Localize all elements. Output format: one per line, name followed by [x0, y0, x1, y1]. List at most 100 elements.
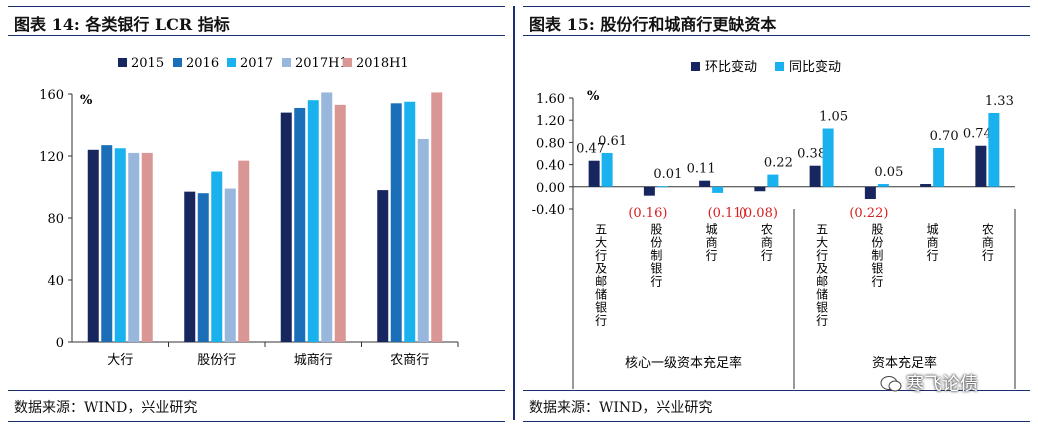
- bar: [280, 112, 292, 342]
- bar: [334, 104, 346, 342]
- bar: [822, 128, 834, 187]
- bar: [307, 100, 319, 342]
- bar: [184, 191, 196, 342]
- legend-label: 2015: [131, 56, 164, 71]
- bar: [767, 174, 779, 187]
- y-tick-label: 0: [56, 336, 64, 351]
- data-label: 0.38: [797, 147, 826, 162]
- y-tick-label: 120: [39, 150, 64, 165]
- legend-swatch: [343, 58, 352, 67]
- bar: [390, 103, 402, 342]
- bar: [933, 147, 945, 187]
- data-label: (0.22): [849, 206, 888, 221]
- data-label: (0.11): [708, 206, 747, 221]
- bar: [988, 112, 1000, 187]
- bar: [321, 92, 333, 342]
- capital-bar-chart: 环比变动 同比变动-0.400.000.400.801.201.60 %0.470.…: [532, 59, 1016, 389]
- chart-title-bar: 图表 15: 股份行和城商行更缺资本: [523, 6, 1030, 36]
- x-tick-label: 五大行及邮储银行: [815, 223, 829, 327]
- x-tick-label: 城商行: [925, 223, 939, 262]
- group-label: 资本充足率: [872, 355, 937, 371]
- data-label: 0.22: [764, 156, 793, 171]
- legend-label: 2017H1: [295, 56, 348, 71]
- bar: [114, 148, 126, 342]
- data-label: 1.05: [819, 110, 848, 125]
- x-tick-label: 农商行: [390, 353, 429, 368]
- bar: [920, 184, 932, 187]
- bar: [588, 160, 600, 187]
- legend-label: 2018H1: [356, 56, 409, 71]
- legend-swatch: [691, 62, 700, 71]
- bar: [877, 184, 889, 187]
- bar: [211, 171, 223, 342]
- y-tick-label: 80: [47, 212, 64, 227]
- legend-label: 2016: [186, 56, 219, 71]
- lcr-bar-chart: 2015 2016 2017 2017H1 2018H1 0 40 80 120 160 % 大行 股份…: [39, 56, 459, 368]
- data-label: 1.33: [985, 94, 1014, 109]
- bar: [864, 186, 876, 200]
- capital-chart-panel: 图表 15: 股份行和城商行更缺资本 环比变动 同比变动 -0.40 0.00 0.40…: [515, 0, 1038, 428]
- legend-swatch: [282, 58, 291, 67]
- y-tick-label: -0.40: [532, 203, 565, 218]
- legend-label: 2017: [240, 56, 273, 71]
- bar: [141, 152, 153, 342]
- y-unit-label: %: [80, 93, 93, 108]
- legend-label: 同比变动: [789, 59, 841, 75]
- x-tick-label: 五大行及邮储银行: [594, 223, 608, 327]
- y-tick-label: 0.40: [536, 159, 565, 174]
- bar: [656, 186, 668, 188]
- bar: [294, 107, 306, 342]
- x-tick-label: 城商行: [704, 223, 718, 262]
- data-label: 0.05: [874, 165, 903, 180]
- group-label: 核心一级资本充足率: [625, 355, 742, 371]
- bar: [101, 145, 113, 342]
- y-tick-label: 160: [39, 88, 64, 103]
- data-label: 0.70: [930, 129, 959, 144]
- bar: [712, 186, 724, 193]
- chart-title: 图表 15: 股份行和城商行更缺资本: [529, 15, 777, 34]
- legend-swatch: [227, 58, 236, 67]
- legend-swatch: [118, 58, 127, 67]
- source-bar: 数据来源：WIND，兴业研究: [523, 390, 1030, 422]
- y-tick-label: 0.00: [536, 181, 565, 196]
- watermark: 寒飞论债: [880, 370, 1030, 400]
- x-tick-label: 股份行: [197, 353, 236, 368]
- bar: [87, 149, 99, 342]
- data-label: 0.74: [963, 127, 992, 142]
- bar: [224, 188, 236, 342]
- bar: [601, 152, 613, 187]
- source-note: 数据来源：WIND，兴业研究: [529, 400, 713, 416]
- legend-swatch: [173, 58, 182, 67]
- data-label: 0.61: [598, 134, 627, 149]
- y-tick-label: 1.20: [536, 114, 565, 129]
- source-bar: 数据来源：WIND，兴业研究: [8, 390, 505, 422]
- bar: [754, 186, 766, 192]
- x-tick-label: 股份制银行: [649, 223, 663, 288]
- bar: [809, 165, 821, 187]
- bar: [197, 193, 209, 342]
- data-label: (0.08): [739, 206, 778, 221]
- chart-title-bar: 图表 14: 各类银行 LCR 指标: [8, 6, 505, 36]
- source-note: 数据来源：WIND，兴业研究: [14, 400, 198, 416]
- bar: [377, 190, 389, 342]
- wechat-icon: [880, 376, 902, 392]
- data-label: (0.16): [628, 206, 667, 221]
- data-label: 0.47: [576, 142, 605, 157]
- bar: [417, 138, 429, 342]
- bar: [643, 186, 655, 196]
- x-tick-label: 大行: [107, 353, 133, 368]
- bar: [431, 92, 443, 342]
- bar: [238, 160, 250, 342]
- bar: [128, 152, 140, 342]
- x-tick-label: 城商行: [294, 353, 333, 368]
- x-tick-label: 农商行: [759, 223, 773, 262]
- y-tick-label: 0.80: [536, 136, 565, 151]
- data-label: 0.11: [687, 162, 716, 177]
- legend-swatch: [775, 62, 784, 71]
- y-tick-label: 40: [47, 274, 64, 289]
- legend-label: 环比变动: [705, 59, 757, 75]
- data-label: 0.01: [653, 167, 682, 182]
- y-tick-label: 1.60: [536, 92, 565, 107]
- x-tick-label: 农商行: [980, 223, 994, 262]
- lcr-chart-panel: 图表 14: 各类银行 LCR 指标 2015 2016 2017 2017H1 201…: [0, 0, 513, 428]
